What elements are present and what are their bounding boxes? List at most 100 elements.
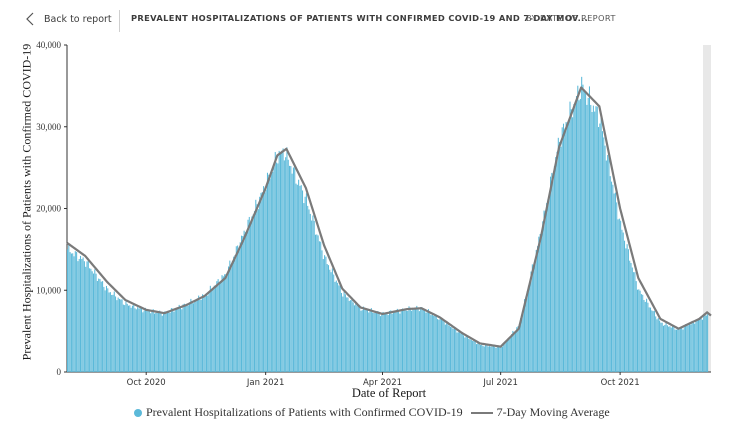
bar	[564, 128, 566, 372]
bar	[425, 312, 427, 372]
bar	[495, 347, 497, 372]
bar	[705, 315, 707, 372]
bar	[108, 292, 110, 372]
bar	[613, 193, 615, 372]
bar	[200, 299, 202, 372]
bar	[453, 327, 455, 372]
bar	[700, 318, 702, 372]
bar	[122, 304, 124, 372]
bar	[141, 307, 143, 372]
bar	[311, 220, 313, 372]
bar	[674, 329, 676, 372]
bar	[163, 312, 165, 372]
bar	[187, 305, 189, 372]
bar	[87, 261, 89, 372]
bar	[178, 304, 180, 372]
bar	[190, 298, 192, 372]
bar	[622, 232, 624, 372]
bar	[660, 322, 662, 372]
bar	[672, 326, 674, 372]
bar	[478, 343, 480, 372]
back-to-report-button[interactable]: Back to report	[26, 9, 112, 29]
bar	[582, 84, 584, 372]
bar	[189, 304, 191, 372]
bar	[257, 209, 259, 372]
bar	[346, 297, 348, 372]
bar	[609, 176, 611, 372]
bar	[155, 312, 157, 372]
bar	[313, 220, 315, 372]
bar	[490, 346, 492, 372]
back-label: Back to report	[44, 13, 112, 25]
bar	[383, 313, 385, 372]
bar	[673, 325, 675, 372]
bar	[142, 312, 144, 372]
bar	[226, 275, 228, 372]
bar	[391, 313, 393, 372]
bar	[228, 266, 230, 372]
bar	[531, 264, 533, 372]
bar	[260, 192, 262, 372]
bar	[381, 314, 383, 372]
bar	[607, 154, 609, 372]
bar	[644, 301, 646, 372]
bar	[135, 309, 137, 372]
bar	[137, 307, 139, 372]
bar	[500, 346, 502, 372]
bar	[247, 219, 249, 372]
bar	[255, 199, 257, 372]
bar	[263, 186, 265, 372]
bar	[687, 325, 689, 372]
bar	[309, 213, 311, 372]
bar	[329, 269, 331, 372]
bar	[321, 250, 323, 372]
bar	[581, 76, 583, 372]
x-tick-label: Jan 2021	[246, 378, 284, 388]
bar	[181, 309, 183, 372]
bar	[278, 150, 280, 372]
bar	[248, 216, 250, 372]
bar	[357, 305, 359, 372]
bar	[488, 346, 491, 372]
bar	[151, 309, 153, 372]
bar	[652, 311, 654, 372]
bar	[360, 310, 362, 372]
bar	[120, 299, 122, 372]
bar	[620, 220, 622, 372]
bar	[340, 292, 343, 372]
bar	[128, 305, 130, 372]
bar	[547, 199, 549, 372]
legend-line-swatch	[470, 411, 493, 414]
bar	[544, 211, 546, 372]
bar	[385, 313, 387, 372]
bar	[168, 312, 170, 372]
bar	[600, 117, 602, 373]
bar	[426, 312, 428, 372]
bar	[665, 322, 667, 372]
x-tick-label: Apr 2021	[363, 378, 402, 388]
bar	[412, 308, 414, 372]
legend-item-hospitalizations[interactable]: Prevalent Hospitalizations of Patients w…	[146, 405, 463, 419]
bar	[107, 288, 109, 372]
bar	[636, 289, 639, 372]
bar	[459, 331, 461, 372]
bar	[317, 235, 319, 372]
bar	[475, 344, 478, 372]
bar	[473, 339, 475, 372]
y-tick-label: 10,000	[36, 285, 61, 295]
bar	[509, 336, 511, 372]
bar	[431, 314, 433, 372]
bar	[535, 249, 537, 372]
bar	[435, 314, 437, 372]
bar	[204, 295, 206, 372]
bar	[565, 121, 567, 373]
bar	[98, 278, 100, 372]
bar	[333, 274, 335, 372]
bar	[243, 230, 245, 372]
bar	[231, 260, 233, 372]
legend-item-moving-average[interactable]: 7-Day Moving Average	[496, 405, 610, 419]
bar	[405, 310, 407, 372]
bar	[131, 305, 133, 372]
bar	[646, 298, 648, 372]
bar	[648, 307, 650, 372]
